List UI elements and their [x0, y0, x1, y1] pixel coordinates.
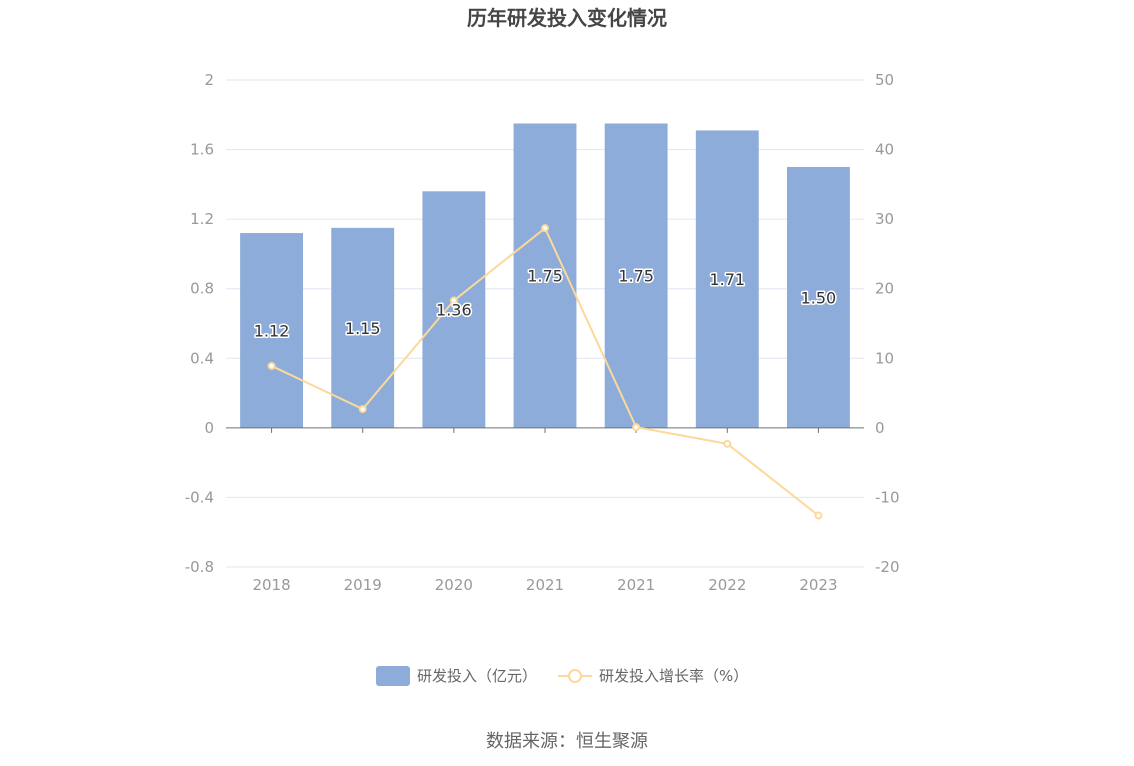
- bar-labels: 1.12 1.15 1.36 1.75 1.75 1.71 1.50: [252, 265, 837, 342]
- bar: [331, 227, 395, 428]
- legend-line-marker: [568, 669, 582, 683]
- x-tick-label: 2020: [435, 576, 473, 594]
- line-series: [267, 224, 823, 520]
- x-tick-label: 2019: [344, 576, 382, 594]
- x-axis: 2018 2019 2020 2021 2021 2022 2023: [226, 427, 864, 594]
- legend-bar-label: 研发投入（亿元）: [417, 667, 537, 685]
- y-right-tick-label: -20: [875, 558, 900, 576]
- x-tick-label: 2023: [799, 576, 837, 594]
- bar: [695, 130, 759, 428]
- y-left-tick-label: 0.8: [190, 280, 214, 298]
- bar: [240, 233, 304, 428]
- bar-value-label: 1.50: [801, 288, 837, 307]
- y-right-tick-label: 30: [875, 210, 894, 228]
- bar-value-label: 1.36: [436, 301, 472, 320]
- growth-point: [449, 296, 458, 305]
- y-right-tick-label: 20: [875, 280, 894, 298]
- bar: [786, 166, 850, 428]
- y-left-tick-label: 1.2: [190, 210, 214, 228]
- bar-value-label: 1.75: [527, 267, 563, 286]
- y-right-tick-label: 40: [875, 141, 894, 159]
- data-source: 数据来源：恒生聚源: [486, 731, 648, 752]
- bar: [422, 191, 486, 428]
- bar-series: [240, 123, 850, 428]
- bar-value-label: 1.75: [618, 267, 654, 286]
- y-right-tick-label: 50: [875, 71, 894, 89]
- growth-point: [814, 511, 823, 520]
- y-left-tick-label: -0.4: [185, 488, 214, 506]
- growth-point: [358, 405, 367, 414]
- y-axis-right: 50 40 30 20 10 0 -10 -20: [875, 71, 900, 576]
- growth-point: [632, 423, 641, 432]
- y-left-tick-label: 0.4: [190, 349, 214, 367]
- x-tick-label: 2021: [526, 576, 564, 594]
- legend-line-label: 研发投入增长率（%）: [599, 667, 748, 685]
- bar: [604, 123, 668, 428]
- bar-value-label: 1.15: [345, 319, 381, 338]
- y-left-tick-label: 1.6: [190, 141, 214, 159]
- bar-value-label: 1.71: [709, 270, 745, 289]
- y-right-tick-label: -10: [875, 488, 900, 506]
- bar-value-label: 1.12: [254, 321, 290, 340]
- y-left-tick-label: 2: [204, 71, 214, 89]
- growth-point: [267, 361, 276, 370]
- growth-point: [723, 439, 732, 448]
- growth-point: [541, 224, 549, 233]
- y-left-tick-label: -0.8: [185, 558, 214, 576]
- y-left-tick-label: 0: [204, 419, 214, 437]
- x-tick-label: 2022: [708, 576, 746, 594]
- chart-title: 历年研发投入变化情况: [467, 6, 667, 30]
- x-tick-label: 2018: [252, 576, 290, 594]
- y-right-tick-label: 0: [875, 419, 885, 437]
- legend: 研发投入（亿元） 研发投入增长率（%）: [376, 666, 748, 686]
- legend-bar-swatch: [376, 666, 410, 686]
- y-right-tick-label: 10: [875, 349, 894, 367]
- y-axis-left: 2 1.6 1.2 0.8 0.4 0 -0.4 -0.8: [185, 71, 214, 576]
- x-tick-label: 2021: [617, 576, 655, 594]
